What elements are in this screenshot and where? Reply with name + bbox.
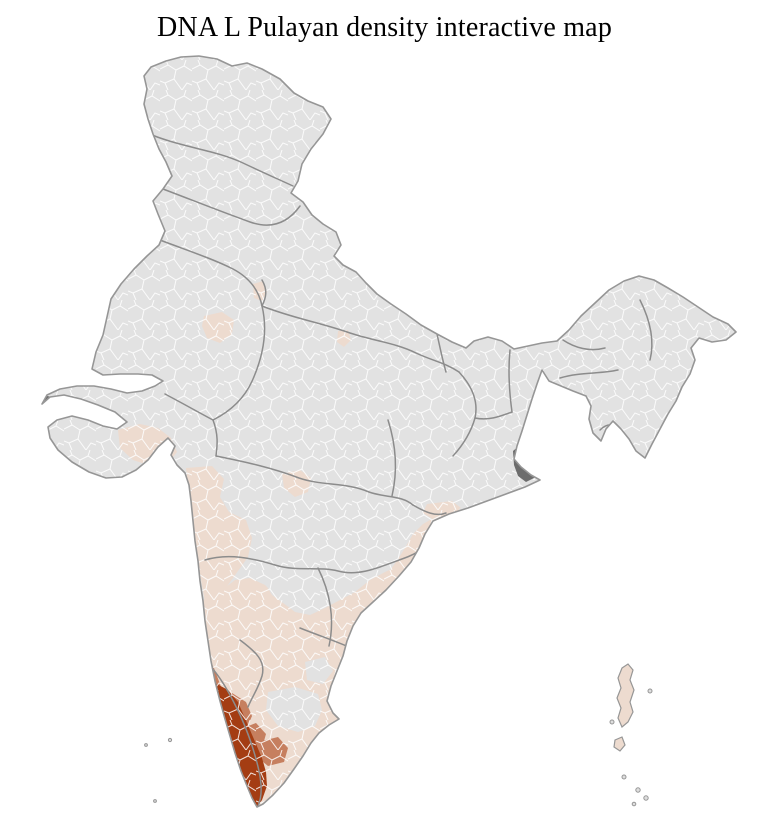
region-lakshadweep-islets[interactable] [144, 737, 173, 803]
page-title: DNA L Pulayan density interactive map [156, 12, 613, 43]
india-outline [41, 55, 737, 808]
state-boundaries [151, 134, 653, 807]
region-nicobar-islets[interactable] [609, 688, 653, 807]
region-andaman-islands[interactable] [613, 663, 635, 752]
region-kutch-west-marsh[interactable] [40, 396, 61, 413]
